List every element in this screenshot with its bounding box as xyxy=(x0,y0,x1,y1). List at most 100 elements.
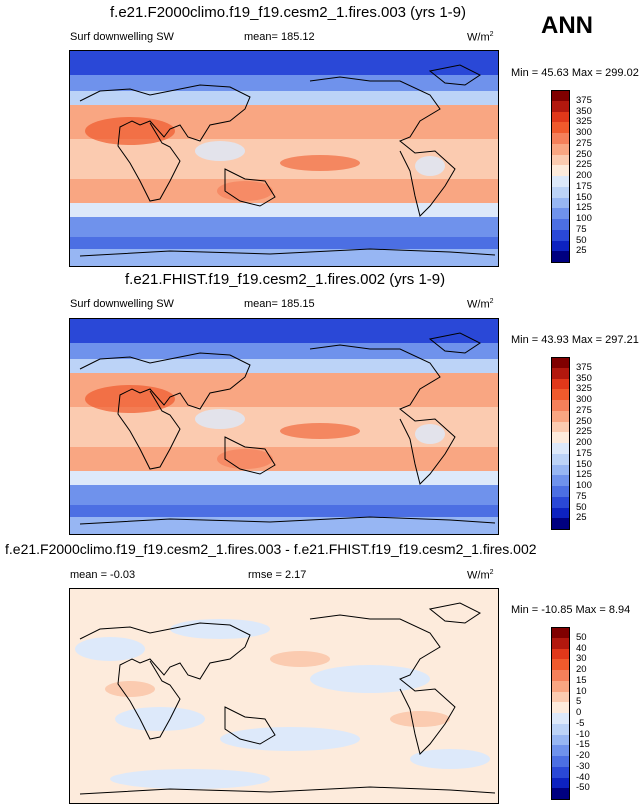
colorbar-swatch xyxy=(551,766,570,778)
panel-3-map xyxy=(69,588,499,804)
pos-patch xyxy=(390,711,450,727)
colorbar-swatch xyxy=(551,122,570,133)
colorbar-swatch xyxy=(551,219,570,230)
colorbar-swatch xyxy=(551,453,570,465)
colorbar-swatch xyxy=(551,251,570,263)
colorbar-tick-label: 125 xyxy=(576,202,592,214)
panel-1-mean-label: mean= 185.12 xyxy=(244,31,315,43)
colorbar-swatch xyxy=(551,432,570,443)
colorbar-tick-label: -20 xyxy=(576,750,590,761)
pacific-max xyxy=(280,423,360,439)
neg-patch xyxy=(75,637,145,661)
panel-2-mean-label: mean= 185.15 xyxy=(244,298,315,310)
colorbar-tick-label: 150 xyxy=(576,191,592,203)
colorbar-tick-label: 175 xyxy=(576,180,592,192)
colorbar-tick-label: 30 xyxy=(576,653,587,665)
colorbar-tick-label: 75 xyxy=(576,223,587,235)
band-subtrop-south xyxy=(70,447,498,471)
band-midlat-north xyxy=(70,359,498,373)
band-antarctic xyxy=(70,249,498,266)
colorbar-tick-label: 25 xyxy=(576,512,587,524)
colorbar-tick-label: -15 xyxy=(576,739,590,751)
colorbar-swatch xyxy=(551,90,570,102)
colorbar-swatch xyxy=(551,410,570,422)
colorbar-swatch xyxy=(551,378,570,390)
band-midlat-south xyxy=(70,203,498,217)
colorbar-swatch xyxy=(551,627,570,639)
colorbar-tick-label: 350 xyxy=(576,105,592,117)
coastlines xyxy=(79,602,496,795)
band-midlat-north xyxy=(70,91,498,105)
colorbar-tick-label: 125 xyxy=(576,469,592,481)
panel-1-title: f.e21.F2000climo.f19_f19.cesm2_1.fires.0… xyxy=(110,4,467,21)
colorbar-swatch xyxy=(551,208,570,219)
colorbar-tick-label: 0 xyxy=(576,707,582,718)
panel-3-minmax: Min = -10.85 Max = 8.94 xyxy=(511,604,631,616)
neg-patch xyxy=(410,749,490,769)
colorbar-tick-label: 375 xyxy=(576,94,592,106)
panel-1-units-label: W/m2 xyxy=(467,31,494,44)
colorbar-tick-label: 150 xyxy=(576,458,592,470)
panel-3-units-label: W/m2 xyxy=(467,569,494,582)
colorbar-swatch xyxy=(551,723,570,735)
neg-patch xyxy=(310,665,430,693)
band-subpolar-south xyxy=(70,485,498,505)
colorbar-tick-label: 175 xyxy=(576,447,592,459)
sahara-max xyxy=(85,385,175,413)
colorbar-swatch xyxy=(551,702,570,713)
colorbar-tick-label: -10 xyxy=(576,728,590,740)
colorbar-swatch xyxy=(551,713,570,724)
band-subtrop-south xyxy=(70,179,498,203)
pos-patch xyxy=(270,651,330,667)
colorbar-tick-label: 300 xyxy=(576,394,592,405)
band-polar-north xyxy=(70,319,498,343)
colorbar-tick-label: 200 xyxy=(576,170,592,181)
colorbar-swatch xyxy=(551,680,570,692)
panel-3-rmse-label: rmse = 2.17 xyxy=(248,569,307,581)
colorbar-tick-label: -50 xyxy=(576,782,590,794)
colorbar-tick-label: 100 xyxy=(576,213,592,224)
colorbar-swatch xyxy=(551,197,570,209)
colorbar-swatch xyxy=(551,745,570,756)
panel-1-colorbar: 375 350 325 300 275 250 225 200 175 150 125 100 75 50… xyxy=(551,90,611,263)
colorbar-tick-label: 375 xyxy=(576,361,592,373)
colorbar-swatch xyxy=(551,133,570,144)
australia-max xyxy=(217,181,273,201)
panel-1-map xyxy=(69,50,499,267)
colorbar-swatch xyxy=(551,777,570,789)
colorbar-swatch xyxy=(551,165,570,176)
colorbar-swatch xyxy=(551,400,570,411)
colorbar-swatch xyxy=(551,734,570,746)
colorbar-tick-label: 300 xyxy=(576,127,592,138)
band-subpolar-south xyxy=(70,217,498,237)
sahara-max xyxy=(85,117,175,145)
neg-patch xyxy=(220,727,360,751)
colorbar-swatch xyxy=(551,518,570,530)
colorbar-tick-label: 275 xyxy=(576,137,592,149)
panel-2-variable-label: Surf downwelling SW xyxy=(70,298,174,310)
season-label: ANN xyxy=(541,12,593,39)
amazon-cloud xyxy=(415,424,445,444)
colorbar-swatch xyxy=(551,648,570,660)
panel-3-mean-label: mean = -0.03 xyxy=(70,569,136,581)
colorbar-swatch xyxy=(551,691,570,703)
colorbar-swatch xyxy=(551,788,570,800)
band-southern-ocean xyxy=(70,237,498,249)
colorbar-swatch xyxy=(551,143,570,155)
colorbar-swatch xyxy=(551,229,570,241)
colorbar-tick-label: 250 xyxy=(576,148,592,160)
colorbar-swatch xyxy=(551,186,570,198)
neg-patch xyxy=(110,769,270,789)
panel-2-map xyxy=(69,318,499,535)
colorbar-swatch xyxy=(551,443,570,454)
colorbar-tick-label: 20 xyxy=(576,664,587,675)
colorbar-tick-label: 200 xyxy=(576,437,592,448)
band-midlat-south xyxy=(70,471,498,485)
warm-pool-cloud xyxy=(195,141,245,161)
colorbar-tick-label: -5 xyxy=(576,717,585,729)
colorbar-swatch xyxy=(551,496,570,508)
colorbar-tick-label: -30 xyxy=(576,760,590,772)
colorbar-tick-label: 50 xyxy=(576,234,587,246)
panel-3-colorbar: 50 40 30 20 15 10 5 0 -5 -10 -15 -20 -30 -40 -50 xyxy=(551,627,611,800)
colorbar-tick-label: 5 xyxy=(576,696,582,708)
